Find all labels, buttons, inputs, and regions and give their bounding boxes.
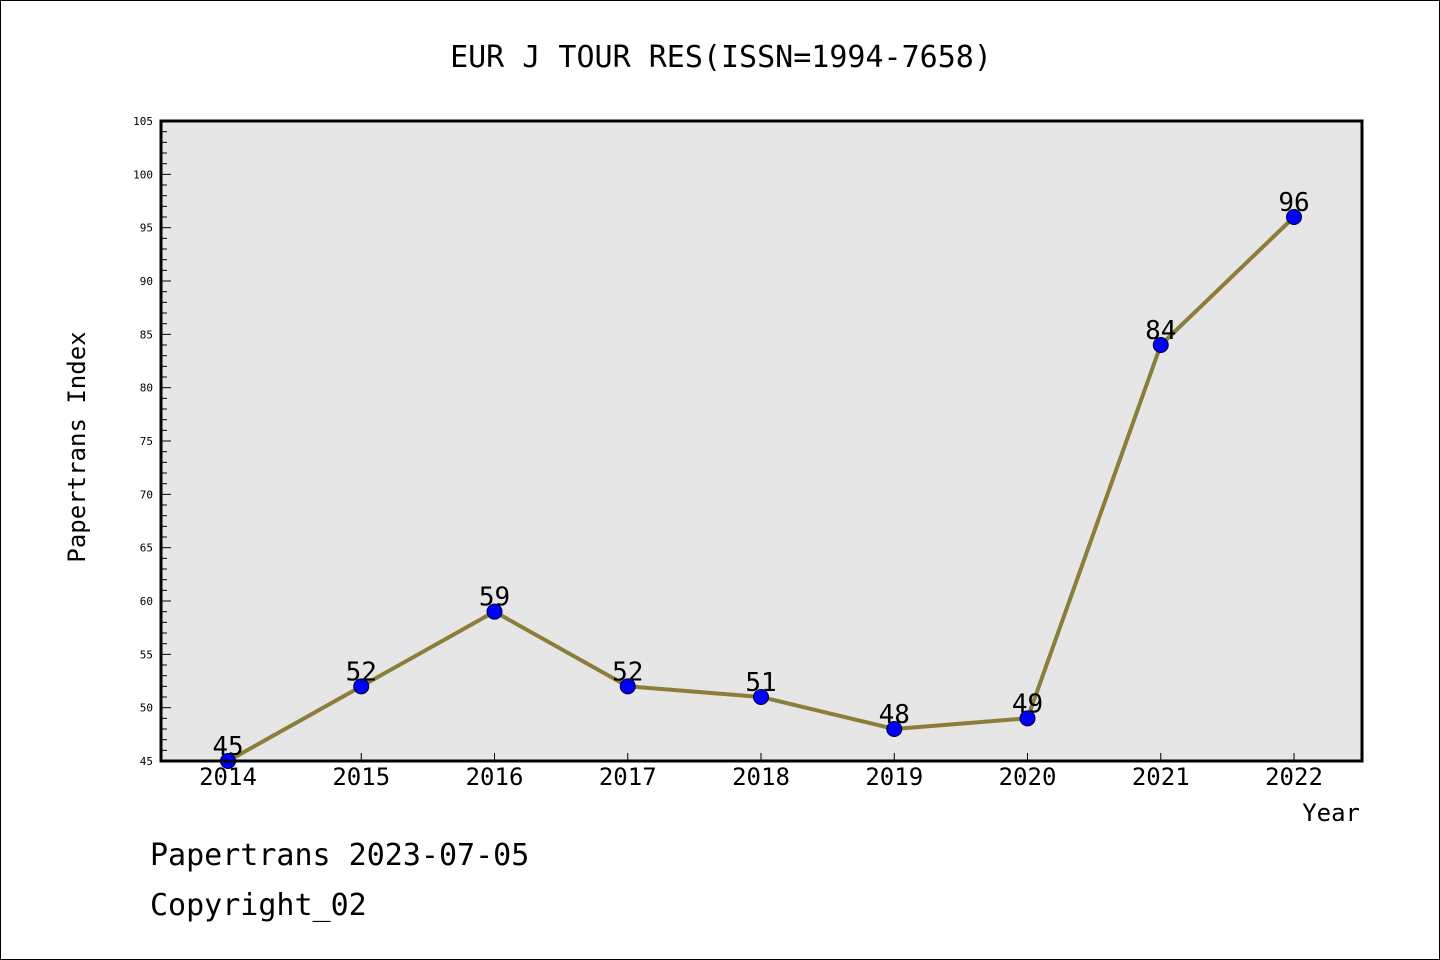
data-label: 59 <box>479 583 510 613</box>
x-tick-label: 2018 <box>732 763 790 791</box>
data-label: 96 <box>1278 188 1309 218</box>
y-axis-title: Papertrans Index <box>63 331 91 562</box>
data-point <box>353 678 370 695</box>
plot-frame <box>159 119 1364 763</box>
y-tick-label: 75 <box>140 435 153 448</box>
x-tick-label: 2022 <box>1265 763 1323 791</box>
data-point <box>1019 710 1036 727</box>
data-point <box>619 678 636 695</box>
data-label: 49 <box>1012 689 1043 719</box>
plot-area <box>161 121 1362 761</box>
x-tick-label: 2020 <box>999 763 1057 791</box>
y-tick-label: 60 <box>140 595 153 608</box>
y-tick-label: 85 <box>140 328 153 341</box>
y-tick-label: 65 <box>140 542 153 555</box>
data-point <box>753 689 769 705</box>
data-label: 45 <box>212 732 243 762</box>
y-tick-label: 45 <box>140 755 153 768</box>
y-tick-label: 95 <box>140 222 153 235</box>
x-tick-label: 2016 <box>466 763 524 791</box>
data-point <box>886 721 903 737</box>
y-tick-label: 100 <box>133 168 153 181</box>
x-tick-label: 2015 <box>332 763 390 791</box>
y-tick-label: 55 <box>140 648 153 661</box>
y-tick-label: 80 <box>140 382 153 395</box>
x-tick-label: 2021 <box>1132 763 1190 791</box>
x-axis: 2014 2015 2016 2017 2018 2019 2020 2021 2022 <box>199 753 1323 791</box>
data-point <box>1152 337 1169 353</box>
data-point <box>1286 209 1302 225</box>
y-tick-label: 70 <box>140 488 153 501</box>
data-label: 48 <box>879 700 910 730</box>
y-tick-label: 105 <box>133 115 153 128</box>
footer-copyright-text: Copyright_02 <box>150 888 367 923</box>
footer-date-text: Papertrans 2023-07-05 <box>150 838 529 873</box>
data-label: 51 <box>745 668 776 698</box>
x-tick-label: 2017 <box>599 763 657 791</box>
x-tick-label: 2019 <box>865 763 923 791</box>
y-tick-label: 90 <box>140 275 153 288</box>
chart-title: EUR J TOUR RES(ISSN=1994-7658) <box>450 40 992 75</box>
data-point <box>486 603 503 620</box>
x-axis-title: Year <box>1302 799 1360 827</box>
y-tick-label: 50 <box>140 702 153 715</box>
data-label: 84 <box>1145 316 1176 346</box>
series-group: 45 52 59 52 51 48 49 84 96 <box>212 188 1310 769</box>
data-label: 52 <box>612 657 643 687</box>
data-label: 52 <box>346 657 377 687</box>
